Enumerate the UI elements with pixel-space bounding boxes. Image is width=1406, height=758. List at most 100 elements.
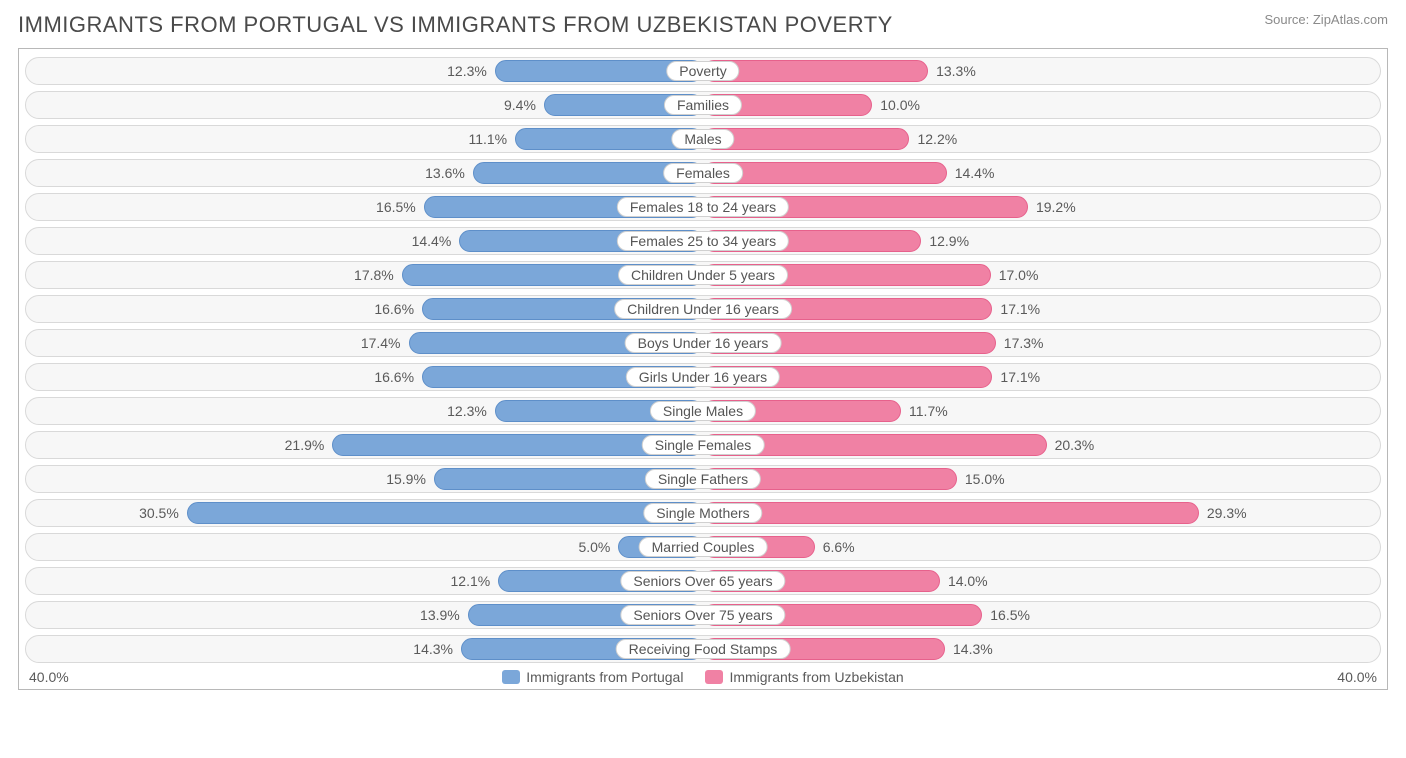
left-half: 21.9% [26,432,703,458]
chart-row: 16.6% 17.1% Children Under 16 years [25,295,1381,323]
left-value: 21.9% [285,437,325,453]
category-label: Single Males [650,401,756,421]
chart-title: IMMIGRANTS FROM PORTUGAL VS IMMIGRANTS F… [18,12,893,38]
chart-row: 5.0%6.6%Married Couples [25,533,1381,561]
left-value: 30.5% [139,505,179,521]
left-value: 9.4% [504,97,536,113]
legend: Immigrants from Portugal Immigrants from… [502,669,903,685]
right-half: 17.3% [703,330,1380,356]
category-label: Children Under 5 years [618,265,788,285]
category-label: Single Fathers [645,469,761,489]
right-half: 10.0% [703,92,1380,118]
category-label: Single Mothers [643,503,762,523]
left-half: 12.1% [26,568,703,594]
left-half: 30.5% [26,500,703,526]
legend-swatch-icon [502,670,520,684]
left-value: 17.4% [361,335,401,351]
right-half: 17.1% [703,296,1380,322]
left-half: 17.8% [26,262,703,288]
rows-host: 12.3%13.3%Poverty9.4%10.0%Families11.1%1… [25,57,1381,663]
chart-row: 9.4% 10.0% Families [25,91,1381,119]
right-value: 10.0% [880,97,920,113]
category-label: Single Females [642,435,765,455]
chart-row: 14.3% 14.3% Receiving Food Stamps [25,635,1381,663]
left-half: 12.3% [26,398,703,424]
left-value: 14.3% [413,641,453,657]
left-half: 14.4% [26,228,703,254]
right-value: 12.2% [917,131,957,147]
category-label: Families [664,95,742,115]
right-half: 17.0% [703,262,1380,288]
left-value: 16.5% [376,199,416,215]
category-label: Females 18 to 24 years [617,197,789,217]
category-label: Children Under 16 years [614,299,792,319]
right-half: 12.2% [703,126,1380,152]
chart-row: 12.3% 11.7% Single Males [25,397,1381,425]
chart-row: 13.6% 14.4% Females [25,159,1381,187]
category-label: Married Couples [639,537,768,557]
left-half: 13.9% [26,602,703,628]
left-half: 15.9% [26,466,703,492]
right-value: 29.3% [1207,505,1247,521]
category-label: Seniors Over 75 years [620,605,785,625]
chart-row: 30.5% 29.3% Single Mothers [25,499,1381,527]
right-half: 19.2% [703,194,1380,220]
left-half: 5.0% [26,534,703,560]
chart-area: 12.3%13.3%Poverty9.4%10.0%Families11.1%1… [18,48,1388,690]
legend-label-right: Immigrants from Uzbekistan [729,669,903,685]
left-half: 16.5% [26,194,703,220]
right-value: 12.9% [929,233,969,249]
category-label: Boys Under 16 years [625,333,782,353]
chart-row: 16.6%17.1%Girls Under 16 years [25,363,1381,391]
left-value: 16.6% [374,301,414,317]
right-half: 29.3% [703,500,1380,526]
chart-row: 17.8% 17.0% Children Under 5 years [25,261,1381,289]
right-half: 16.5% [703,602,1380,628]
right-value: 19.2% [1036,199,1076,215]
chart-row: 21.9% 20.3% Single Females [25,431,1381,459]
chart-row: 12.1%14.0%Seniors Over 65 years [25,567,1381,595]
right-value: 17.0% [999,267,1039,283]
left-value: 13.6% [425,165,465,181]
legend-item-right: Immigrants from Uzbekistan [705,669,903,685]
right-value: 14.3% [953,641,993,657]
right-value: 20.3% [1055,437,1095,453]
right-bar [703,502,1199,524]
chart-container: IMMIGRANTS FROM PORTUGAL VS IMMIGRANTS F… [0,0,1406,698]
left-value: 17.8% [354,267,394,283]
category-label: Females [663,163,743,183]
left-value: 5.0% [578,539,610,555]
header: IMMIGRANTS FROM PORTUGAL VS IMMIGRANTS F… [18,12,1388,38]
right-value: 13.3% [936,63,976,79]
chart-row: 11.1% 12.2% Males [25,125,1381,153]
right-half: 14.4% [703,160,1380,186]
left-half: 16.6% [26,296,703,322]
left-value: 12.1% [451,573,491,589]
left-half: 17.4% [26,330,703,356]
chart-row: 15.9%15.0%Single Fathers [25,465,1381,493]
category-label: Males [671,129,734,149]
right-half: 11.7% [703,398,1380,424]
chart-row: 14.4% 12.9% Females 25 to 34 years [25,227,1381,255]
category-label: Females 25 to 34 years [617,231,789,251]
left-half: 12.3% [26,58,703,84]
right-value: 11.7% [909,403,948,419]
category-label: Poverty [666,61,739,81]
left-half: 16.6% [26,364,703,390]
right-value: 17.3% [1004,335,1044,351]
left-value: 11.1% [468,131,507,147]
right-half: 15.0% [703,466,1380,492]
left-bar [187,502,703,524]
right-half: 13.3% [703,58,1380,84]
legend-swatch-icon [705,670,723,684]
right-value: 14.4% [955,165,995,181]
category-label: Receiving Food Stamps [616,639,791,659]
right-value: 17.1% [1000,301,1040,317]
category-label: Girls Under 16 years [626,367,780,387]
left-value: 12.3% [447,403,487,419]
legend-item-left: Immigrants from Portugal [502,669,683,685]
chart-row: 13.9% 16.5%Seniors Over 75 years [25,601,1381,629]
left-value: 13.9% [420,607,460,623]
right-value: 14.0% [948,573,988,589]
left-value: 14.4% [412,233,452,249]
